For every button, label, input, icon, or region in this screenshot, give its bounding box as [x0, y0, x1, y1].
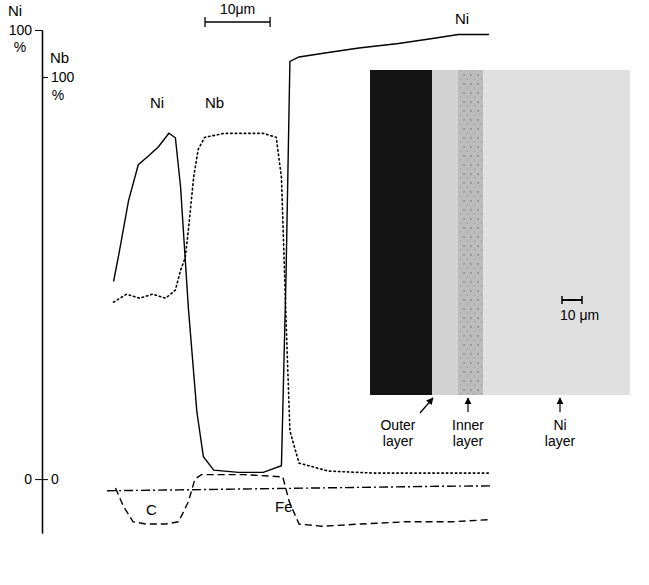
inset-label: Outerlayer: [380, 417, 415, 449]
scale-bar-end: [269, 17, 270, 27]
y2-tick: 100: [42, 69, 75, 85]
y-axis-line: [42, 31, 43, 534]
outer-layer-region: [432, 70, 458, 395]
ni-layer-region: [370, 70, 630, 395]
y2-axis: 0 100: [42, 31, 75, 534]
scale-bar-label: 10 μm: [560, 307, 599, 323]
inset-label: Innerlayer: [452, 417, 484, 449]
series-label: Nb: [205, 94, 224, 111]
y-tick-mark: [35, 479, 42, 480]
inset-label: Nilayer: [545, 417, 576, 449]
y2-axis-unit: %: [52, 87, 64, 103]
series-line: [116, 475, 491, 527]
series-label: Ni: [150, 94, 164, 111]
y2-tick-label: 0: [51, 471, 59, 487]
y2-tick: 0: [42, 471, 59, 487]
series-line: [114, 133, 491, 473]
scale-bar-line: [562, 299, 582, 301]
dark-region: [370, 70, 432, 395]
scale-bar-label: 10μm: [220, 1, 255, 17]
series-line: [107, 486, 491, 491]
inset-scale-bar: 10 μm: [560, 296, 599, 323]
inset-micrograph: 10 μm: [370, 70, 630, 395]
series-label: C: [146, 501, 157, 518]
y-tick-label: 0: [24, 471, 32, 487]
plot-area: [107, 34, 491, 526]
chart: 10 μm Outerlayer Innerlayer Nilayer 0 100 0 100…: [0, 0, 649, 585]
y-tick-label: 100: [9, 22, 33, 38]
y2-axis-title: Nb: [50, 49, 69, 66]
y-tick: 100: [9, 22, 42, 38]
y2-tick-mark: [42, 77, 48, 78]
scale-bar-end: [204, 17, 205, 27]
scale-bar: 10μm: [205, 1, 270, 27]
series-label: Fe: [275, 498, 293, 515]
inner-layer-region: [458, 70, 483, 395]
scale-bar-line: [205, 21, 270, 23]
y-axis-unit: %: [14, 39, 26, 55]
label-arrow: [467, 398, 468, 412]
y-axis-title: Ni: [8, 2, 22, 19]
y2-axis-line: [42, 31, 43, 534]
y-tick-mark: [35, 30, 42, 31]
y2-tick-label: 100: [51, 69, 75, 85]
y2-tick-mark: [42, 479, 48, 480]
y-tick: 0: [24, 471, 42, 487]
label-arrow: [420, 398, 433, 413]
y-axis: 0 100: [9, 22, 43, 534]
label-arrow: [559, 398, 560, 412]
scale-bar-end: [581, 296, 583, 304]
scale-bar-end: [561, 296, 563, 304]
series-line: [114, 34, 489, 472]
series-label: Ni: [455, 10, 469, 27]
